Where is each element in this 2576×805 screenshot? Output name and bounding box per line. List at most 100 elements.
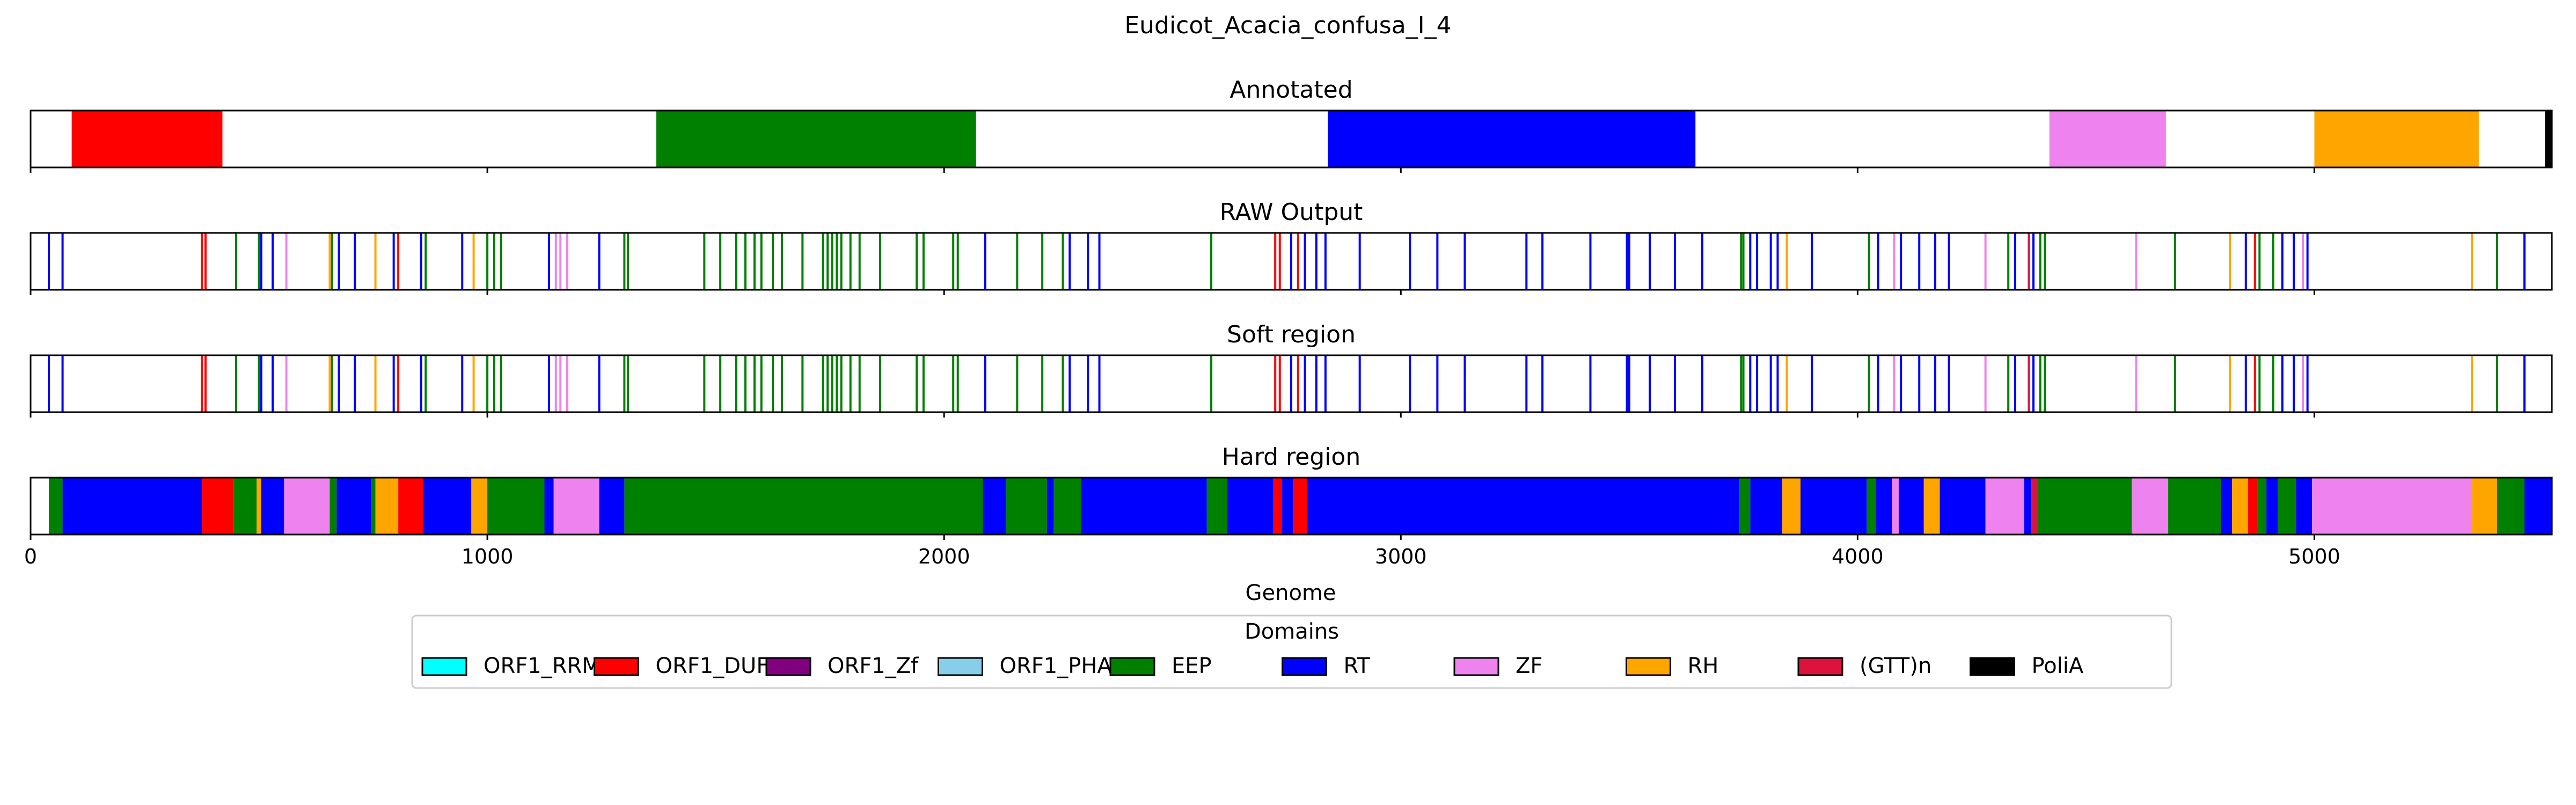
segment-rt (1898, 478, 1924, 535)
segment-rh (471, 478, 488, 535)
legend-item-orf1duf: ORF1_DUF (594, 654, 769, 678)
legend-label: ORF1_DUF (656, 654, 769, 678)
segment-rt (336, 478, 371, 535)
legend-label: RT (1344, 654, 1371, 678)
legend-swatch (594, 657, 639, 676)
segment-rt (62, 478, 202, 535)
legend-item-zf: ZF (1453, 654, 1542, 678)
track-3: Hard region 0 1000 2000 3000 4000 5000 (24, 443, 2553, 568)
track-frame (30, 477, 2553, 536)
segment-rt (1876, 478, 1892, 535)
segment-eep (233, 478, 257, 535)
legend-label: EEP (1172, 654, 1212, 678)
legend-swatch (1797, 657, 1843, 676)
legend-swatch (765, 657, 811, 676)
segment-rh (1782, 478, 1801, 535)
segment-zf (2312, 478, 2472, 535)
segment-orf1duf (202, 478, 234, 535)
track-title: Soft region (1227, 321, 1356, 348)
legend-label: RH (1688, 654, 1719, 678)
legend-label: ORF1_RRM (484, 654, 601, 678)
legend-label: (GTT)n (1860, 654, 1931, 678)
segment-zf (1985, 478, 2024, 535)
segment-rt (1081, 478, 1207, 535)
legend-swatch (1282, 657, 1327, 676)
segment-eep (2257, 478, 2267, 535)
segment-eep (330, 478, 337, 535)
segment-eep (1053, 478, 1081, 535)
figure-title: Eudicot_Acacia_confusa_I_4 (1124, 12, 1451, 39)
segment-orf1duf (2248, 478, 2258, 535)
x-tick-label: 2000 (918, 545, 970, 568)
segment-eep (624, 478, 983, 535)
tracks-layer: Annotated RAW Output Soft region Hard regio… (24, 76, 2553, 568)
segment-zf (284, 478, 330, 535)
legend-item-orf1pha: ORF1_PHA (938, 654, 1113, 678)
track-0: Annotated (30, 76, 2553, 173)
segment-eep (371, 478, 376, 535)
segment-orf1duf (1272, 478, 1282, 535)
segment-rh (257, 478, 261, 535)
legend: Domains ORF1_RRM ORF1_DUF ORF1_Zf ORF1_PHA E… (411, 614, 2172, 689)
segment-rt (2024, 478, 2031, 535)
segment-eep (2168, 478, 2221, 535)
segment-eep (1206, 478, 1227, 535)
segment-eep (1739, 478, 1751, 535)
track-frame (30, 109, 2553, 169)
legend-title: Domains (1245, 619, 1339, 644)
segment-zf (553, 478, 599, 535)
segment-orf1duf (71, 111, 223, 167)
track-background (31, 111, 2552, 167)
segment-polia (2545, 111, 2552, 167)
x-tick-label: 4000 (1832, 545, 1884, 568)
legend-item-rh: RH (1626, 654, 1719, 678)
segment-eep (487, 478, 545, 535)
track-frame (30, 354, 2553, 413)
segment-zf (2049, 111, 2166, 167)
legend-item-orf1zf: ORF1_Zf (765, 654, 919, 678)
segment-rt (1800, 478, 1867, 535)
segment-rt (983, 478, 1006, 535)
segment-orf1duf (398, 478, 423, 535)
legend-label: ORF1_PHA (1000, 654, 1113, 678)
track-2: Soft region (30, 321, 2553, 418)
x-tick-label: 5000 (2288, 545, 2340, 568)
legend-swatch (938, 657, 983, 676)
segment-rt (1307, 478, 1739, 535)
track-title: Hard region (1222, 443, 1360, 471)
legend-swatch (1453, 657, 1499, 676)
segment-eep (656, 111, 976, 167)
legend-label: ORF1_Zf (828, 654, 919, 678)
legend-item-orf1rrm: ORF1_RRM (421, 654, 601, 678)
segment-rt (261, 478, 284, 535)
segment-rt (1227, 478, 1273, 535)
segment-rt (2296, 478, 2312, 535)
segment-rh (2472, 478, 2497, 535)
legend-item-eep: EEP (1109, 654, 1212, 678)
segment-rt (599, 478, 625, 535)
segment-orf1duf (1293, 478, 1307, 535)
legend-swatch (421, 657, 467, 676)
segment-eep (2038, 478, 2132, 535)
x-tick-label: 3000 (1375, 545, 1427, 568)
segment-rt (1282, 478, 1294, 535)
segment-zf (2132, 478, 2169, 535)
segment-rt (2266, 478, 2278, 535)
segment-rt (1750, 478, 1782, 535)
legend-item-rt: RT (1282, 654, 1371, 678)
legend-item-polia: PoliA (1970, 654, 2084, 678)
track-title: Annotated (1230, 76, 1352, 104)
segment-gttn (2031, 478, 2038, 535)
segment-eep (1867, 478, 1876, 535)
segment-zf (1892, 478, 1899, 535)
segment-rt (423, 478, 472, 535)
segment-rh (2232, 478, 2249, 535)
legend-swatch (1109, 657, 1155, 676)
legend-frame (411, 614, 2172, 689)
segment-rh (375, 478, 399, 535)
segment-rt (2220, 478, 2233, 535)
segment-rt (1328, 111, 1696, 167)
segment-eep (2278, 478, 2296, 535)
x-axis-label: Genome (1245, 581, 1336, 605)
